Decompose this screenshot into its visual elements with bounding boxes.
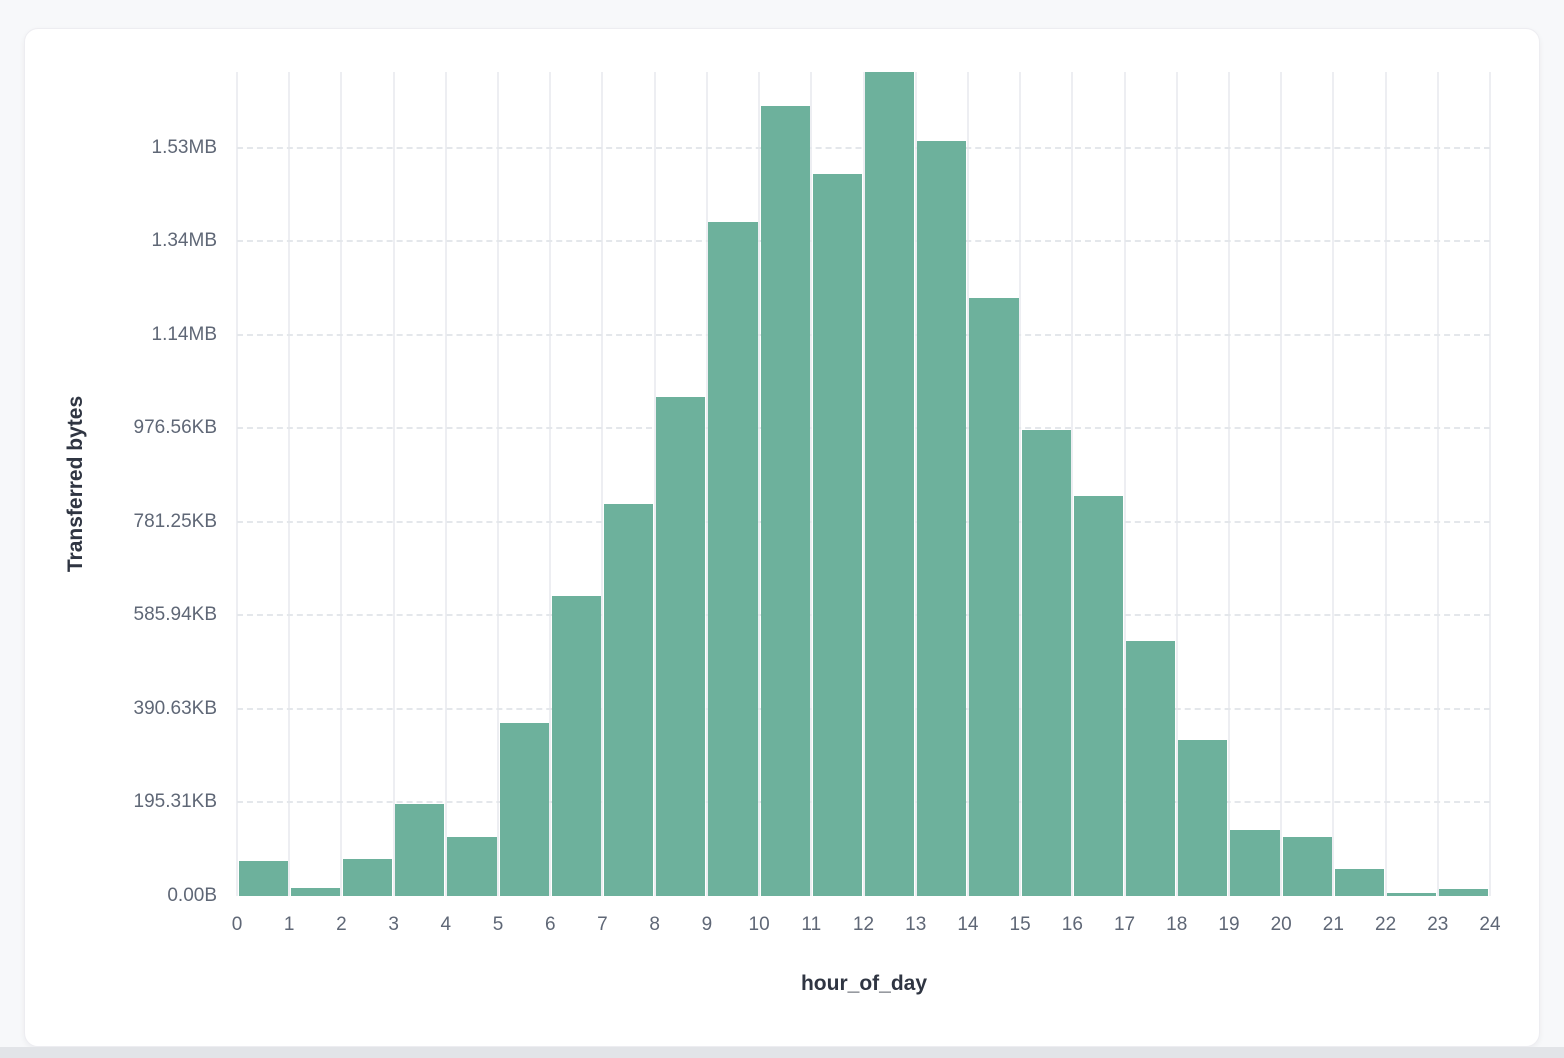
x-tick-label: 2 — [336, 914, 347, 935]
x-tick-label: 13 — [905, 914, 927, 935]
bar-hour-4 — [447, 837, 497, 896]
x-tick-label: 18 — [1166, 914, 1188, 935]
bar-hour-18 — [1178, 739, 1228, 896]
x-tick-label: 11 — [801, 914, 822, 935]
v-gridline — [1019, 72, 1022, 896]
bar-hour-15 — [1021, 430, 1071, 896]
y-tick-label: 1.14MB — [151, 323, 217, 345]
page-bottom-strip — [0, 1047, 1564, 1058]
x-tick-label: 20 — [1270, 914, 1292, 935]
v-gridline — [705, 72, 708, 896]
v-gridline — [549, 72, 552, 896]
bar-hour-10 — [760, 106, 810, 896]
v-gridline — [1071, 72, 1074, 896]
bar-hour-23 — [1439, 889, 1489, 896]
v-gridline — [1384, 72, 1387, 896]
v-gridline — [1123, 72, 1126, 896]
bar-hour-20 — [1282, 837, 1332, 896]
v-gridline — [1280, 72, 1283, 896]
v-gridline — [653, 72, 656, 896]
bar-hour-19 — [1230, 830, 1280, 896]
v-gridline — [1489, 72, 1491, 896]
y-tick-label: 976.56KB — [133, 417, 217, 439]
y-tick-label: 1.53MB — [151, 136, 217, 158]
x-tick-label: 23 — [1427, 914, 1449, 935]
x-tick-label: 5 — [492, 914, 504, 935]
bar-hour-0 — [238, 860, 288, 896]
v-gridline — [288, 72, 291, 896]
v-gridline — [601, 72, 604, 896]
x-tick-label: 16 — [1061, 914, 1083, 935]
x-tick-label: 9 — [701, 914, 713, 935]
h-gridline — [237, 146, 1490, 149]
y-tick-label: 0.00B — [167, 885, 217, 906]
x-tick-label: 17 — [1113, 914, 1136, 935]
x-tick-label: 14 — [957, 914, 979, 935]
y-tick-label: 195.31KB — [133, 791, 217, 813]
bar-hour-13 — [917, 140, 967, 896]
bar-hour-11 — [812, 173, 862, 896]
v-gridline — [966, 72, 969, 896]
x-tick-label: 6 — [544, 914, 556, 935]
h-gridline — [237, 520, 1490, 523]
h-gridline — [237, 614, 1490, 617]
v-gridline — [758, 72, 761, 896]
h-gridline — [237, 427, 1490, 430]
y-tick-label: 390.63KB — [133, 697, 217, 719]
h-gridline — [237, 801, 1490, 804]
h-gridline — [237, 707, 1490, 710]
bar-hour-5 — [499, 723, 549, 896]
v-gridline — [444, 72, 447, 896]
bar-hour-9 — [708, 222, 758, 896]
v-gridline — [236, 72, 238, 896]
bar-hour-7 — [603, 504, 654, 896]
v-gridline — [1175, 72, 1178, 896]
bar-hour-16 — [1073, 496, 1124, 896]
x-tick-label: 22 — [1375, 914, 1397, 935]
h-gridline — [237, 240, 1490, 243]
bar-hour-2 — [342, 859, 393, 896]
x-tick-label: 8 — [649, 914, 660, 935]
v-gridline — [914, 72, 917, 896]
x-tick-label: 3 — [388, 914, 399, 935]
bar-hour-21 — [1334, 868, 1385, 896]
v-gridline — [1436, 72, 1439, 896]
bar-hour-1 — [290, 888, 340, 896]
x-tick-label: 10 — [748, 914, 770, 935]
bar-hour-8 — [656, 397, 706, 896]
y-tick-label: 1.34MB — [151, 230, 217, 252]
x-tick-label: 12 — [852, 914, 875, 935]
x-tick-label: 21 — [1322, 914, 1344, 935]
x-tick-label: 1 — [283, 914, 295, 935]
x-tick-label: 15 — [1009, 914, 1031, 935]
v-gridline — [340, 72, 343, 896]
v-gridline — [497, 72, 500, 896]
v-gridline — [1227, 72, 1230, 896]
bar-hour-12 — [865, 72, 915, 896]
bar-hour-6 — [551, 596, 601, 896]
bar-hour-14 — [969, 297, 1019, 896]
v-gridline — [810, 72, 813, 896]
v-gridline — [392, 72, 395, 896]
x-tick-label: 4 — [440, 914, 452, 935]
x-axis-title: hour_of_day — [800, 972, 928, 995]
h-gridline — [237, 333, 1490, 336]
v-gridline — [1332, 72, 1335, 896]
v-gridline — [862, 72, 865, 896]
x-tick-label: 7 — [597, 914, 608, 935]
y-tick-label: 585.94KB — [133, 604, 217, 626]
bar-hour-3 — [395, 803, 445, 896]
x-tick-label: 0 — [231, 914, 243, 935]
bar-hour-17 — [1126, 641, 1176, 896]
y-tick-label: 781.25KB — [133, 510, 217, 532]
bar-hour-22 — [1387, 893, 1437, 896]
x-tick-label: 24 — [1479, 914, 1501, 935]
x-tick-label: 19 — [1218, 914, 1240, 935]
